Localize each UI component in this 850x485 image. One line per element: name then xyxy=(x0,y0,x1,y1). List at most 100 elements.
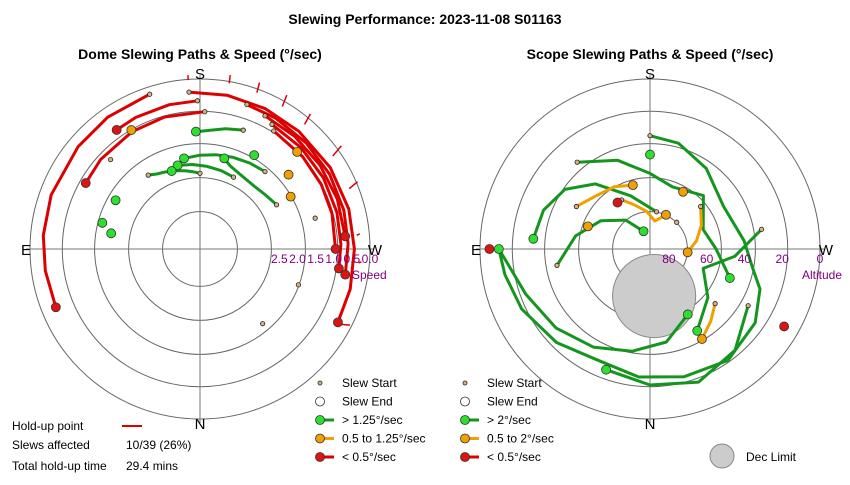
scope-cardinal-right: W xyxy=(819,242,834,259)
slew-end-marker xyxy=(81,179,90,188)
slew-end-marker xyxy=(341,232,350,241)
slew-end-marker xyxy=(679,187,688,196)
dec-limit-label: Dec Limit xyxy=(746,450,797,464)
slew-start-marker xyxy=(274,203,278,207)
slew-end-marker xyxy=(98,218,107,227)
slew-end-marker xyxy=(583,222,592,231)
slew-start-marker xyxy=(296,283,300,287)
slew-end-marker xyxy=(683,248,692,257)
slew-end-marker xyxy=(333,318,342,327)
slew-end-marker xyxy=(646,150,655,159)
radial-tick-label: 60 xyxy=(700,252,714,266)
slew-end-marker xyxy=(112,125,121,134)
legend-label: 0.5 to 1.25°/sec xyxy=(342,432,426,446)
radial-tick-label: 20 xyxy=(776,252,790,266)
slew-start-marker xyxy=(675,220,679,224)
slew-end-marker xyxy=(494,245,503,254)
radial-tick-label: 1.5 xyxy=(307,252,324,266)
holdup-mark xyxy=(333,146,342,156)
chart-title: Slewing Performance: 2023-11-08 S01163 xyxy=(288,11,561,27)
slew-end-marker xyxy=(51,303,60,312)
slew-start-marker xyxy=(575,160,579,164)
total-holdup-value: 29.4 mins xyxy=(126,459,178,473)
legend-dot-swatch xyxy=(316,453,325,462)
legend-label: Slew Start xyxy=(487,376,542,390)
slew-end-marker xyxy=(725,274,734,283)
slew-start-marker xyxy=(698,204,702,208)
legend-dot-swatch xyxy=(316,416,325,425)
total-holdup-label: Total hold-up time xyxy=(12,459,107,473)
slew-start-marker xyxy=(203,110,207,114)
scope-cardinal-bottom: N xyxy=(645,416,656,433)
legend-dot-swatch xyxy=(316,434,325,443)
legend-start-marker xyxy=(318,381,322,385)
legend-dot-swatch xyxy=(461,416,470,425)
slew-end-marker xyxy=(683,310,692,319)
radial-tick-label: 0.5 xyxy=(344,252,361,266)
legend-label: < 0.5°/sec xyxy=(487,450,541,464)
slews-affected-value: 10/39 (26%) xyxy=(126,438,191,452)
dome-cardinal-bottom: N xyxy=(195,416,206,433)
slew-end-marker xyxy=(107,229,116,238)
scope-panel-title: Scope Slewing Paths & Speed (°/sec) xyxy=(527,46,774,62)
legend-label: Slew Start xyxy=(342,376,397,390)
scope-dec-limit xyxy=(613,254,696,337)
holdup-mark xyxy=(357,234,360,235)
slew-start-marker xyxy=(263,114,267,118)
legend-label: Slew End xyxy=(342,395,393,409)
slew-start-marker xyxy=(648,133,652,137)
scope-radial-axis-label: Altitude xyxy=(802,268,842,282)
radial-tick-label: 2.5 xyxy=(271,252,288,266)
slew-end-marker xyxy=(613,198,622,207)
slew-end-marker xyxy=(180,154,189,163)
dome-cardinal-top: S xyxy=(195,66,205,83)
slews-affected-label: Slews affected xyxy=(12,438,90,452)
slew-start-marker xyxy=(574,204,578,208)
slew-start-marker xyxy=(187,90,191,94)
slew-start-marker xyxy=(746,303,750,307)
slew-start-marker xyxy=(195,99,199,103)
dome-radial-axis-label: Speed xyxy=(352,268,387,282)
holdup-mark xyxy=(349,182,357,189)
holdup-mark xyxy=(257,83,260,93)
slew-start-marker xyxy=(759,227,763,231)
slew-end-marker xyxy=(293,147,302,156)
dome-cardinal-left: E xyxy=(21,242,31,259)
slew-end-marker xyxy=(693,326,702,335)
slew-end-marker xyxy=(167,167,176,176)
legend-start-marker xyxy=(463,381,467,385)
slew-end-marker xyxy=(485,245,494,254)
slew-end-marker xyxy=(661,210,670,219)
slew-start-marker xyxy=(260,321,264,325)
slew-end-marker xyxy=(697,334,706,343)
legend-label: 0.5 to 2°/sec xyxy=(487,432,554,446)
slew-path xyxy=(196,129,243,132)
slew-start-marker xyxy=(555,263,559,267)
dome-holdup-marks xyxy=(188,75,362,325)
slew-path xyxy=(557,220,644,265)
slew-end-marker xyxy=(529,234,538,243)
radial-tick-label: 2.0 xyxy=(289,252,306,266)
slew-start-marker xyxy=(272,129,276,133)
dome-paths xyxy=(43,92,354,322)
slew-end-marker xyxy=(602,365,611,374)
legend-label: < 0.5°/sec xyxy=(342,450,396,464)
slew-start-marker xyxy=(146,173,150,177)
scope-paths xyxy=(499,136,762,385)
radial-tick-label: 80 xyxy=(662,252,676,266)
legend-label: > 1.25°/sec xyxy=(342,413,403,427)
legend-end-marker xyxy=(316,397,325,406)
holdup-point-label: Hold-up point xyxy=(12,419,84,433)
legend-end-marker xyxy=(461,397,470,406)
slew-start-marker xyxy=(245,102,249,106)
slew-end-marker xyxy=(127,126,136,135)
slew-path xyxy=(688,207,702,253)
radial-tick-label: 1.0 xyxy=(325,252,342,266)
holdup-mark xyxy=(342,325,350,326)
slew-end-marker xyxy=(286,192,295,201)
